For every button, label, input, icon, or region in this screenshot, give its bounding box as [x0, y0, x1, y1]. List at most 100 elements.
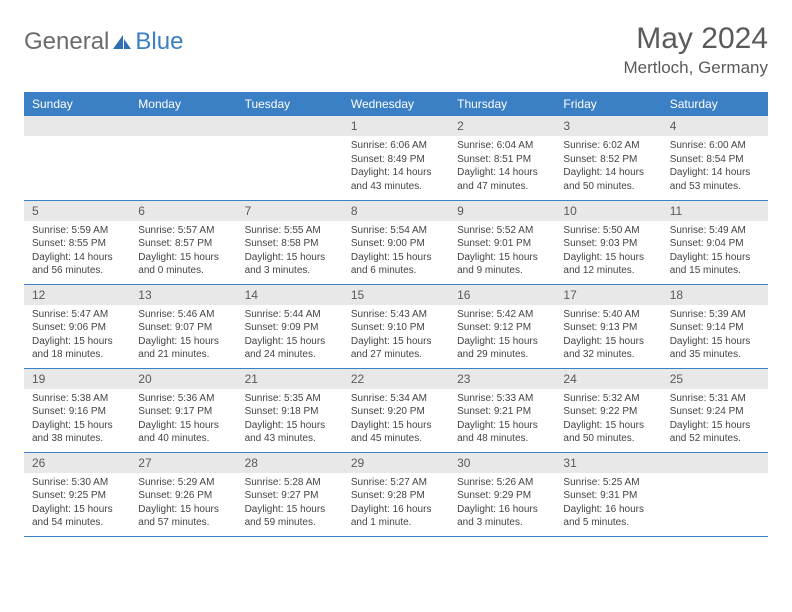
- day-details: Sunrise: 5:39 AMSunset: 9:14 PMDaylight:…: [662, 305, 768, 366]
- day-number: 28: [237, 453, 343, 473]
- calendar-cell: 9Sunrise: 5:52 AMSunset: 9:01 PMDaylight…: [449, 200, 555, 284]
- day-number: 2: [449, 116, 555, 136]
- weekday-header: Monday: [130, 92, 236, 116]
- day-number: 29: [343, 453, 449, 473]
- day-details: Sunrise: 5:47 AMSunset: 9:06 PMDaylight:…: [24, 305, 130, 366]
- day-details: Sunrise: 5:30 AMSunset: 9:25 PMDaylight:…: [24, 473, 130, 534]
- calendar-cell: 15Sunrise: 5:43 AMSunset: 9:10 PMDayligh…: [343, 284, 449, 368]
- day-number: 14: [237, 285, 343, 305]
- calendar-cell: 29Sunrise: 5:27 AMSunset: 9:28 PMDayligh…: [343, 452, 449, 536]
- day-number: 16: [449, 285, 555, 305]
- calendar-week: 5Sunrise: 5:59 AMSunset: 8:55 PMDaylight…: [24, 200, 768, 284]
- day-number: 8: [343, 201, 449, 221]
- calendar-cell: 30Sunrise: 5:26 AMSunset: 9:29 PMDayligh…: [449, 452, 555, 536]
- day-number: 17: [555, 285, 661, 305]
- day-details: Sunrise: 5:40 AMSunset: 9:13 PMDaylight:…: [555, 305, 661, 366]
- calendar-cell: 8Sunrise: 5:54 AMSunset: 9:00 PMDaylight…: [343, 200, 449, 284]
- day-details: Sunrise: 5:31 AMSunset: 9:24 PMDaylight:…: [662, 389, 768, 450]
- day-details: Sunrise: 5:57 AMSunset: 8:57 PMDaylight:…: [130, 221, 236, 282]
- weekday-header: Tuesday: [237, 92, 343, 116]
- day-number: 7: [237, 201, 343, 221]
- day-number-empty: [237, 116, 343, 136]
- day-details: Sunrise: 5:33 AMSunset: 9:21 PMDaylight:…: [449, 389, 555, 450]
- calendar-cell: 4Sunrise: 6:00 AMSunset: 8:54 PMDaylight…: [662, 116, 768, 200]
- day-details: Sunrise: 5:50 AMSunset: 9:03 PMDaylight:…: [555, 221, 661, 282]
- day-number: 6: [130, 201, 236, 221]
- day-number: 1: [343, 116, 449, 136]
- calendar-cell: 21Sunrise: 5:35 AMSunset: 9:18 PMDayligh…: [237, 368, 343, 452]
- calendar-cell: 17Sunrise: 5:40 AMSunset: 9:13 PMDayligh…: [555, 284, 661, 368]
- day-details: Sunrise: 5:38 AMSunset: 9:16 PMDaylight:…: [24, 389, 130, 450]
- calendar-cell: 20Sunrise: 5:36 AMSunset: 9:17 PMDayligh…: [130, 368, 236, 452]
- calendar-cell: 11Sunrise: 5:49 AMSunset: 9:04 PMDayligh…: [662, 200, 768, 284]
- day-details: Sunrise: 6:04 AMSunset: 8:51 PMDaylight:…: [449, 136, 555, 197]
- calendar-week: 12Sunrise: 5:47 AMSunset: 9:06 PMDayligh…: [24, 284, 768, 368]
- day-number: 30: [449, 453, 555, 473]
- brand-logo: General Blue: [24, 28, 183, 56]
- day-details: Sunrise: 6:06 AMSunset: 8:49 PMDaylight:…: [343, 136, 449, 197]
- day-details: Sunrise: 5:43 AMSunset: 9:10 PMDaylight:…: [343, 305, 449, 366]
- day-number: 15: [343, 285, 449, 305]
- day-number: 19: [24, 369, 130, 389]
- day-details: Sunrise: 6:00 AMSunset: 8:54 PMDaylight:…: [662, 136, 768, 197]
- day-details: Sunrise: 5:34 AMSunset: 9:20 PMDaylight:…: [343, 389, 449, 450]
- brand-name-1: General: [24, 28, 109, 56]
- day-details: Sunrise: 5:26 AMSunset: 9:29 PMDaylight:…: [449, 473, 555, 534]
- calendar-cell: 13Sunrise: 5:46 AMSunset: 9:07 PMDayligh…: [130, 284, 236, 368]
- day-number: 23: [449, 369, 555, 389]
- weekday-header: Friday: [555, 92, 661, 116]
- day-details: Sunrise: 5:52 AMSunset: 9:01 PMDaylight:…: [449, 221, 555, 282]
- calendar-cell: 3Sunrise: 6:02 AMSunset: 8:52 PMDaylight…: [555, 116, 661, 200]
- calendar-cell: 10Sunrise: 5:50 AMSunset: 9:03 PMDayligh…: [555, 200, 661, 284]
- day-details: Sunrise: 5:46 AMSunset: 9:07 PMDaylight:…: [130, 305, 236, 366]
- month-title: May 2024: [623, 22, 768, 56]
- calendar-cell: 25Sunrise: 5:31 AMSunset: 9:24 PMDayligh…: [662, 368, 768, 452]
- sail-icon: [111, 33, 133, 51]
- location: Mertloch, Germany: [623, 58, 768, 78]
- calendar-cell: [237, 116, 343, 200]
- day-number: 22: [343, 369, 449, 389]
- day-number: 4: [662, 116, 768, 136]
- calendar-head: SundayMondayTuesdayWednesdayThursdayFrid…: [24, 92, 768, 116]
- day-number: 21: [237, 369, 343, 389]
- calendar-cell: 12Sunrise: 5:47 AMSunset: 9:06 PMDayligh…: [24, 284, 130, 368]
- day-details: Sunrise: 5:55 AMSunset: 8:58 PMDaylight:…: [237, 221, 343, 282]
- day-details: Sunrise: 5:59 AMSunset: 8:55 PMDaylight:…: [24, 221, 130, 282]
- day-number: 13: [130, 285, 236, 305]
- calendar-cell: 18Sunrise: 5:39 AMSunset: 9:14 PMDayligh…: [662, 284, 768, 368]
- day-details: Sunrise: 5:35 AMSunset: 9:18 PMDaylight:…: [237, 389, 343, 450]
- calendar-cell: 7Sunrise: 5:55 AMSunset: 8:58 PMDaylight…: [237, 200, 343, 284]
- day-details: Sunrise: 6:02 AMSunset: 8:52 PMDaylight:…: [555, 136, 661, 197]
- weekday-header: Sunday: [24, 92, 130, 116]
- day-details: Sunrise: 5:54 AMSunset: 9:00 PMDaylight:…: [343, 221, 449, 282]
- day-number: 11: [662, 201, 768, 221]
- day-number: 24: [555, 369, 661, 389]
- day-number: 26: [24, 453, 130, 473]
- day-details: Sunrise: 5:49 AMSunset: 9:04 PMDaylight:…: [662, 221, 768, 282]
- calendar-cell: 24Sunrise: 5:32 AMSunset: 9:22 PMDayligh…: [555, 368, 661, 452]
- calendar-cell: 23Sunrise: 5:33 AMSunset: 9:21 PMDayligh…: [449, 368, 555, 452]
- day-number-empty: [662, 453, 768, 473]
- day-number: 10: [555, 201, 661, 221]
- calendar-cell: 28Sunrise: 5:28 AMSunset: 9:27 PMDayligh…: [237, 452, 343, 536]
- day-number: 31: [555, 453, 661, 473]
- day-number: 3: [555, 116, 661, 136]
- calendar-table: SundayMondayTuesdayWednesdayThursdayFrid…: [24, 92, 768, 537]
- weekday-header: Saturday: [662, 92, 768, 116]
- day-number: 27: [130, 453, 236, 473]
- calendar-cell: [130, 116, 236, 200]
- calendar-cell: 16Sunrise: 5:42 AMSunset: 9:12 PMDayligh…: [449, 284, 555, 368]
- day-details: Sunrise: 5:27 AMSunset: 9:28 PMDaylight:…: [343, 473, 449, 534]
- calendar-cell: 2Sunrise: 6:04 AMSunset: 8:51 PMDaylight…: [449, 116, 555, 200]
- day-details: Sunrise: 5:25 AMSunset: 9:31 PMDaylight:…: [555, 473, 661, 534]
- calendar-cell: 5Sunrise: 5:59 AMSunset: 8:55 PMDaylight…: [24, 200, 130, 284]
- day-number: 25: [662, 369, 768, 389]
- calendar-week: 1Sunrise: 6:06 AMSunset: 8:49 PMDaylight…: [24, 116, 768, 200]
- weekday-header: Wednesday: [343, 92, 449, 116]
- day-number: 9: [449, 201, 555, 221]
- day-details: Sunrise: 5:42 AMSunset: 9:12 PMDaylight:…: [449, 305, 555, 366]
- brand-name-2: Blue: [135, 28, 183, 56]
- weekday-header: Thursday: [449, 92, 555, 116]
- calendar-body: 1Sunrise: 6:06 AMSunset: 8:49 PMDaylight…: [24, 116, 768, 536]
- day-number: 18: [662, 285, 768, 305]
